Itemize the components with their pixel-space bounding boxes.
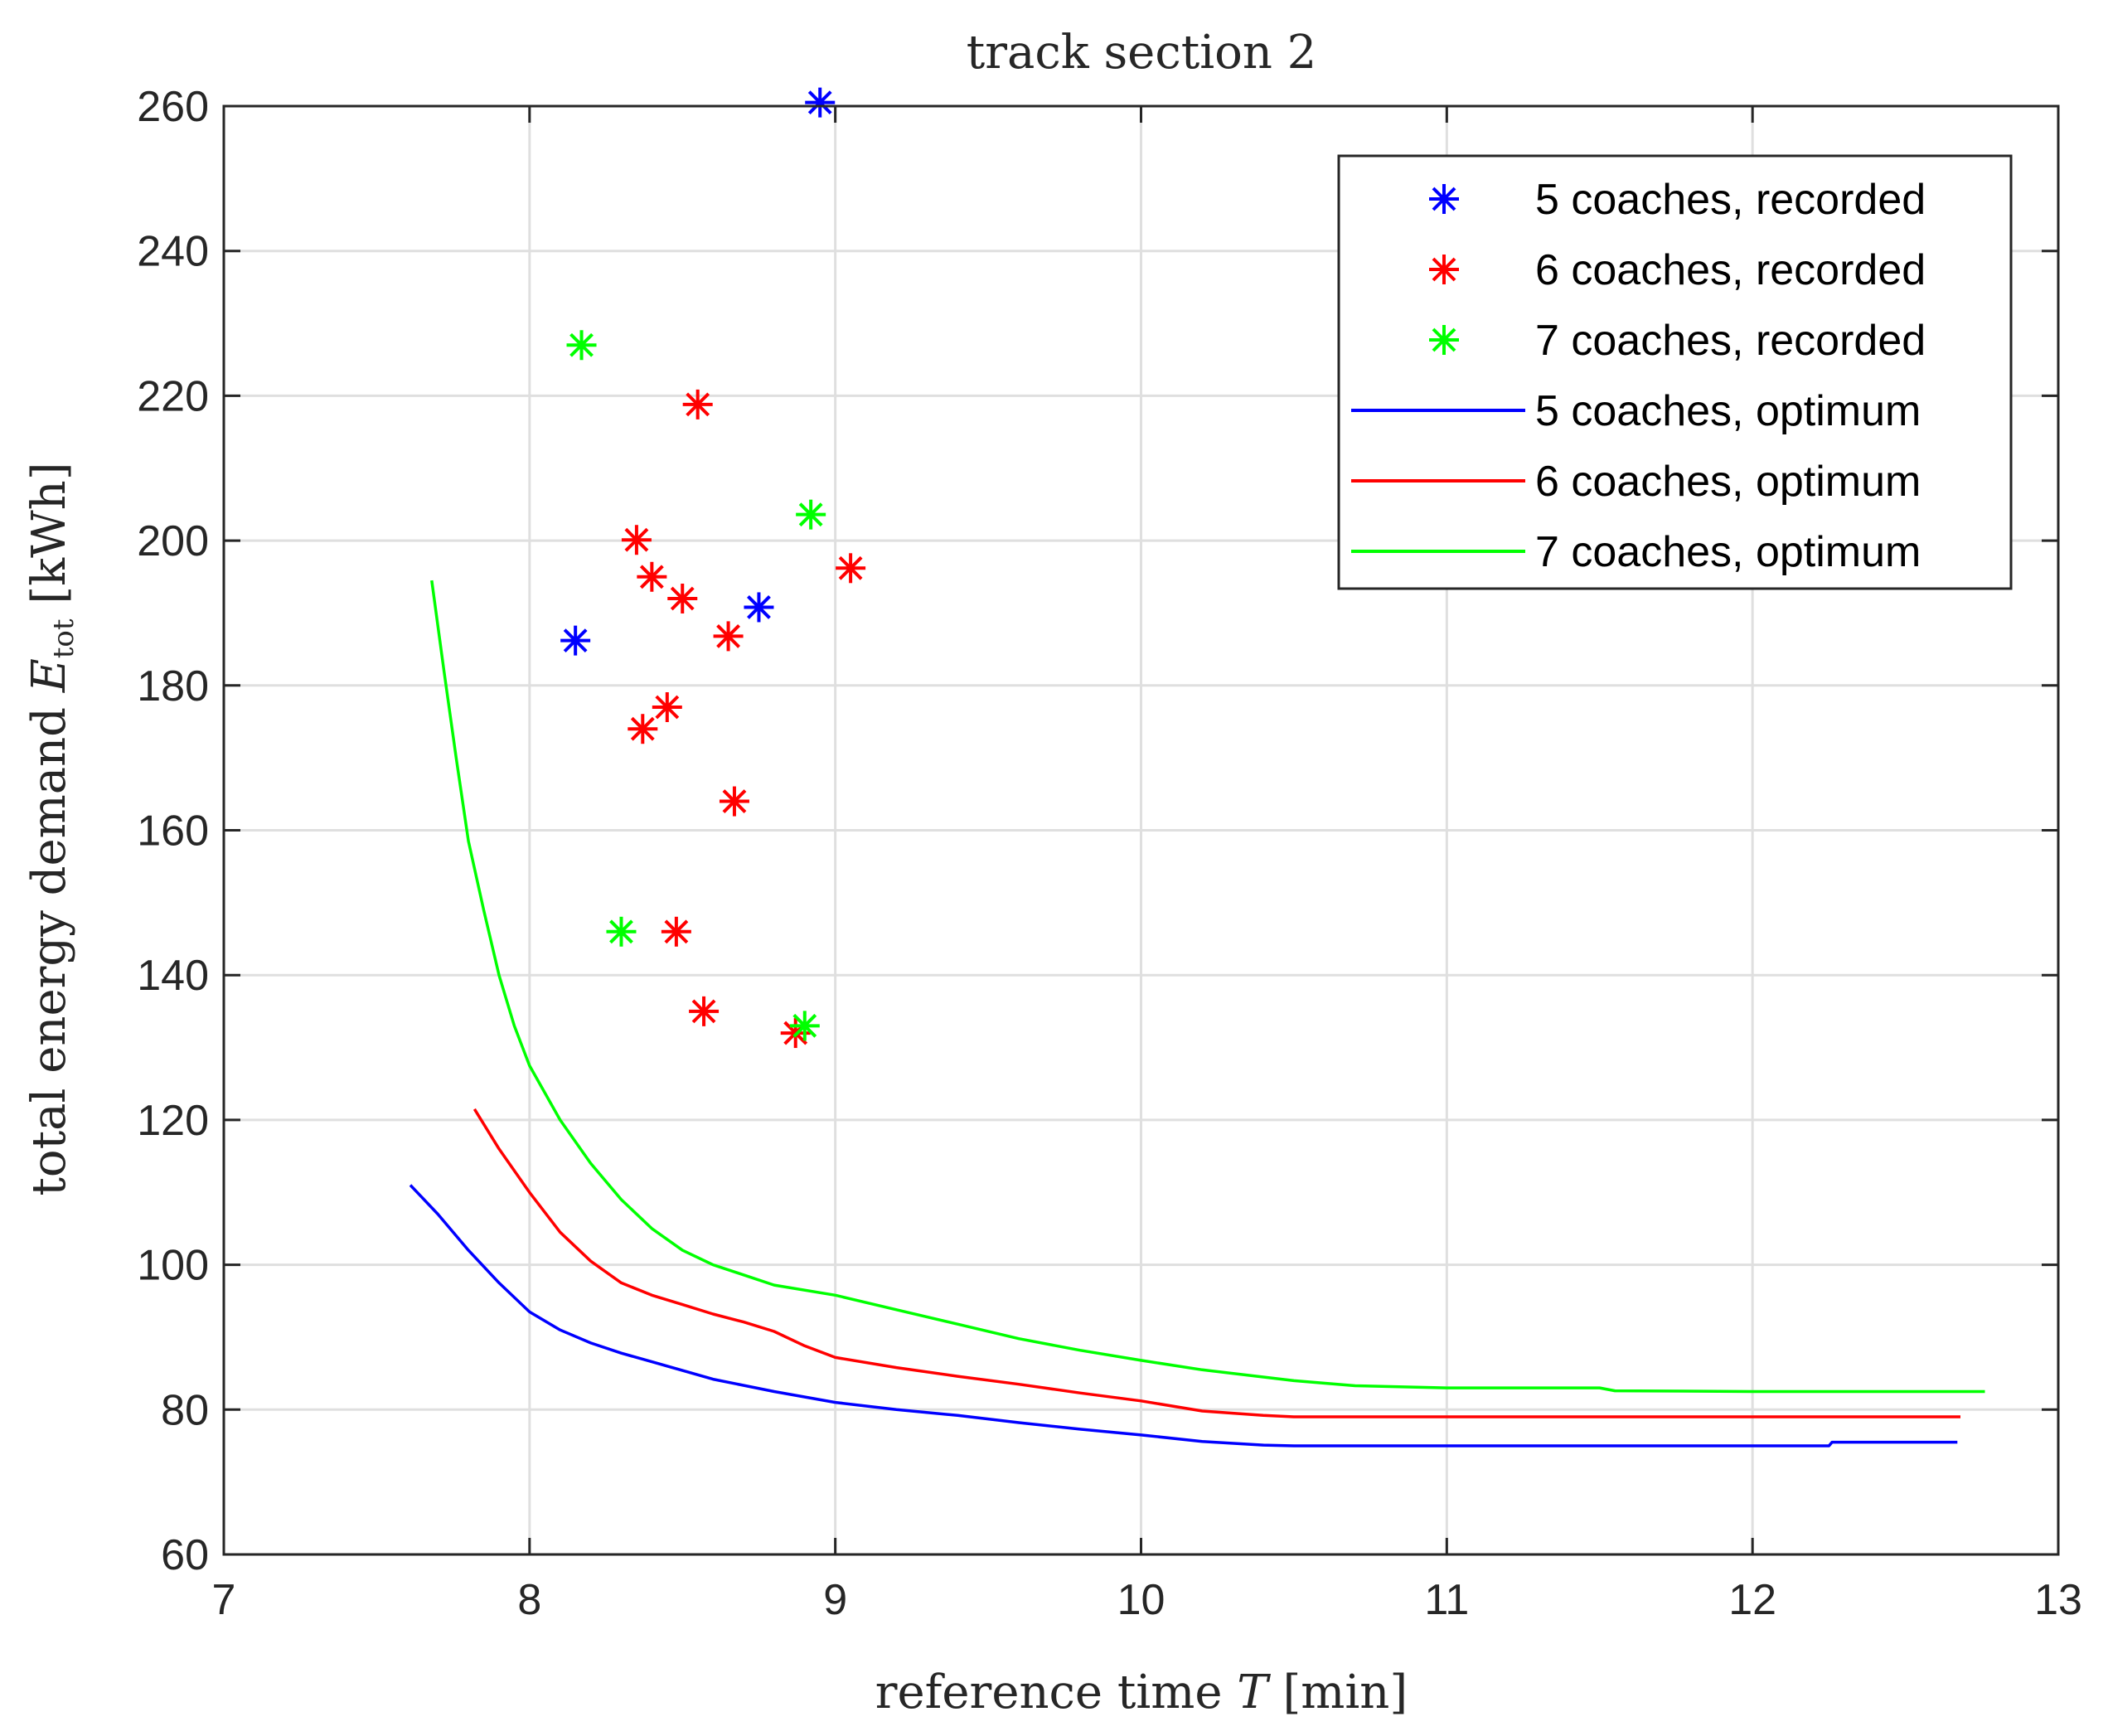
y-tick-label: 220	[137, 372, 209, 420]
legend-item: 6 coaches, optimum	[1351, 458, 1921, 506]
x-axis-label: reference time T [min]	[875, 1666, 1408, 1719]
y-axis-label-subscript: tot	[47, 618, 80, 658]
legend-box	[1337, 154, 2013, 590]
legend-label: 5 coaches, optimum	[1535, 387, 1921, 435]
data-point	[789, 1011, 820, 1041]
y-tick-label: 160	[137, 807, 209, 856]
x-tick-label: 13	[2034, 1576, 2082, 1624]
marker-stroke	[686, 392, 710, 417]
legend-item: 7 coaches, optimum	[1351, 528, 1921, 576]
series-scatter-3	[566, 330, 826, 1041]
marker-stroke	[624, 527, 649, 552]
marker-stroke	[838, 555, 863, 580]
marker-stroke	[798, 502, 823, 527]
y-tick-label: 240	[137, 228, 209, 276]
legend-marker	[1429, 184, 1459, 214]
chart-title: track section 2	[967, 26, 1317, 80]
y-tick-label: 140	[137, 952, 209, 1000]
legend-label: 6 coaches, recorded	[1535, 246, 1926, 294]
marker-stroke	[807, 90, 832, 115]
data-point	[682, 389, 713, 419]
marker-stroke	[655, 695, 680, 720]
x-tick-label: 12	[1728, 1576, 1776, 1624]
marker-stroke	[792, 1013, 817, 1038]
y-tick-label: 80	[161, 1386, 209, 1434]
legend-item: 6 coaches, recorded	[1429, 246, 1926, 294]
data-point	[713, 621, 744, 652]
data-point	[805, 87, 836, 118]
data-point	[661, 916, 691, 947]
marker-stroke	[1432, 327, 1456, 352]
series-scatter-1	[560, 87, 836, 656]
legend-items: 5 coaches, recorded 6 coaches, recorded 7 …	[1351, 176, 1926, 576]
legend-label: 5 coaches, recorded	[1535, 176, 1926, 224]
data-point	[628, 714, 658, 744]
data-point	[566, 330, 597, 361]
series-layer	[409, 87, 1985, 1447]
legend-marker	[1429, 255, 1459, 284]
data-point	[796, 499, 826, 530]
data-point	[560, 625, 591, 656]
ticks: 7 8 9 10 11 12 13 60 80 100 120 140 160 180 200 220 240 2…	[137, 83, 2082, 1624]
data-point	[744, 592, 774, 623]
y-axis-label-main: total energy demand	[22, 692, 76, 1195]
marker-stroke	[747, 595, 771, 619]
marker-stroke	[630, 716, 655, 741]
y-tick-label: 260	[137, 83, 209, 131]
y-axis-label: total energy demand Etot [kWh]	[22, 462, 80, 1195]
data-point	[836, 553, 866, 584]
x-axis-label-main: reference time	[875, 1666, 1238, 1719]
data-point	[652, 692, 682, 723]
y-axis-label-variable: E	[22, 658, 76, 693]
x-tick-label: 10	[1117, 1576, 1165, 1624]
marker-stroke	[691, 999, 716, 1024]
data-point	[689, 996, 720, 1026]
data-point	[637, 561, 667, 592]
y-tick-label: 180	[137, 662, 209, 710]
marker-stroke	[670, 586, 695, 611]
data-point	[621, 525, 652, 555]
y-tick-label: 200	[137, 517, 209, 565]
marker-stroke	[609, 919, 633, 944]
x-tick-label: 8	[517, 1576, 541, 1624]
marker-stroke	[722, 789, 747, 813]
marker-stroke	[563, 628, 588, 653]
data-point	[667, 583, 698, 613]
data-point	[606, 916, 637, 947]
series-line-3	[430, 579, 1985, 1394]
legend-item: 5 coaches, optimum	[1351, 387, 1921, 435]
marker-stroke	[639, 565, 664, 589]
series-line-1	[409, 1184, 1958, 1447]
x-axis-label-unit: [min]	[1268, 1666, 1408, 1719]
legend-label: 6 coaches, optimum	[1535, 458, 1921, 506]
legend-item: 5 coaches, recorded	[1429, 176, 1926, 224]
x-tick-label: 11	[1424, 1576, 1469, 1624]
marker-stroke	[1432, 257, 1456, 282]
series-line-2	[472, 1108, 1960, 1418]
y-axis-label-unit: [kWh]	[22, 462, 76, 618]
y-tick-label: 120	[137, 1097, 209, 1145]
x-tick-label: 9	[823, 1576, 847, 1624]
legend: 5 coaches, recorded 6 coaches, recorded 7 …	[1337, 154, 2013, 590]
marker-stroke	[1432, 187, 1456, 211]
x-axis-label-variable: T	[1237, 1666, 1271, 1719]
legend-label: 7 coaches, recorded	[1535, 317, 1926, 365]
y-tick-label: 60	[161, 1531, 209, 1579]
marker-stroke	[716, 623, 740, 648]
legend-marker	[1429, 325, 1459, 355]
x-tick-label: 7	[212, 1576, 236, 1624]
marker-stroke	[569, 332, 594, 357]
legend-item: 7 coaches, recorded	[1429, 317, 1926, 365]
data-point	[719, 786, 749, 817]
y-tick-label: 100	[137, 1242, 209, 1290]
marker-stroke	[664, 919, 689, 944]
legend-label: 7 coaches, optimum	[1535, 528, 1921, 576]
